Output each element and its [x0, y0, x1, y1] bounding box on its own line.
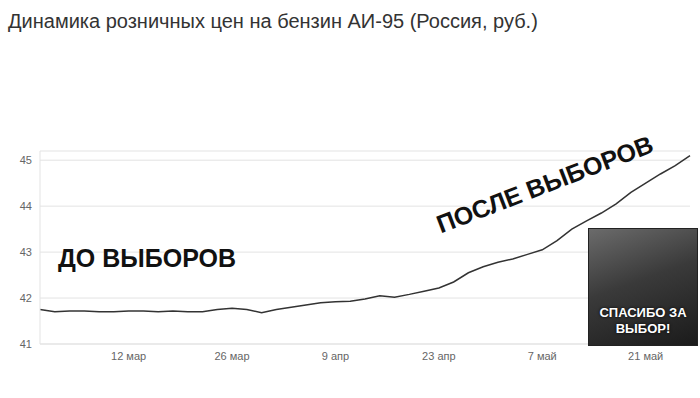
svg-text:41: 41: [20, 338, 32, 350]
html-text:ПОСЛЕ ВЫБОРОВ: ПОСЛЕ ВЫБОРОВ: [432, 129, 657, 239]
html-text:СПАСИБО ЗА ВЫБОР!: СПАСИБО ЗА ВЫБОР!: [599, 305, 687, 336]
svg-text:9 апр: 9 апр: [322, 350, 349, 362]
svg-text:12 мар: 12 мар: [111, 350, 146, 362]
svg-text:23 апр: 23 апр: [422, 350, 455, 362]
svg-text:21 май: 21 май: [628, 350, 663, 362]
svg-text:42: 42: [20, 292, 32, 304]
html-text:ДО ВЫБОРОВ: ДО ВЫБОРОВ: [58, 244, 236, 272]
svg-text:45: 45: [20, 154, 32, 166]
svg-text:26 мар: 26 мар: [214, 350, 249, 362]
svg-text:43: 43: [20, 246, 32, 258]
svg-text:44: 44: [20, 200, 32, 212]
html-text:Динамика розничных цен на бенз: Динамика розничных цен на бензин АИ-95 (…: [8, 10, 538, 32]
svg-text:7 май: 7 май: [528, 350, 557, 362]
